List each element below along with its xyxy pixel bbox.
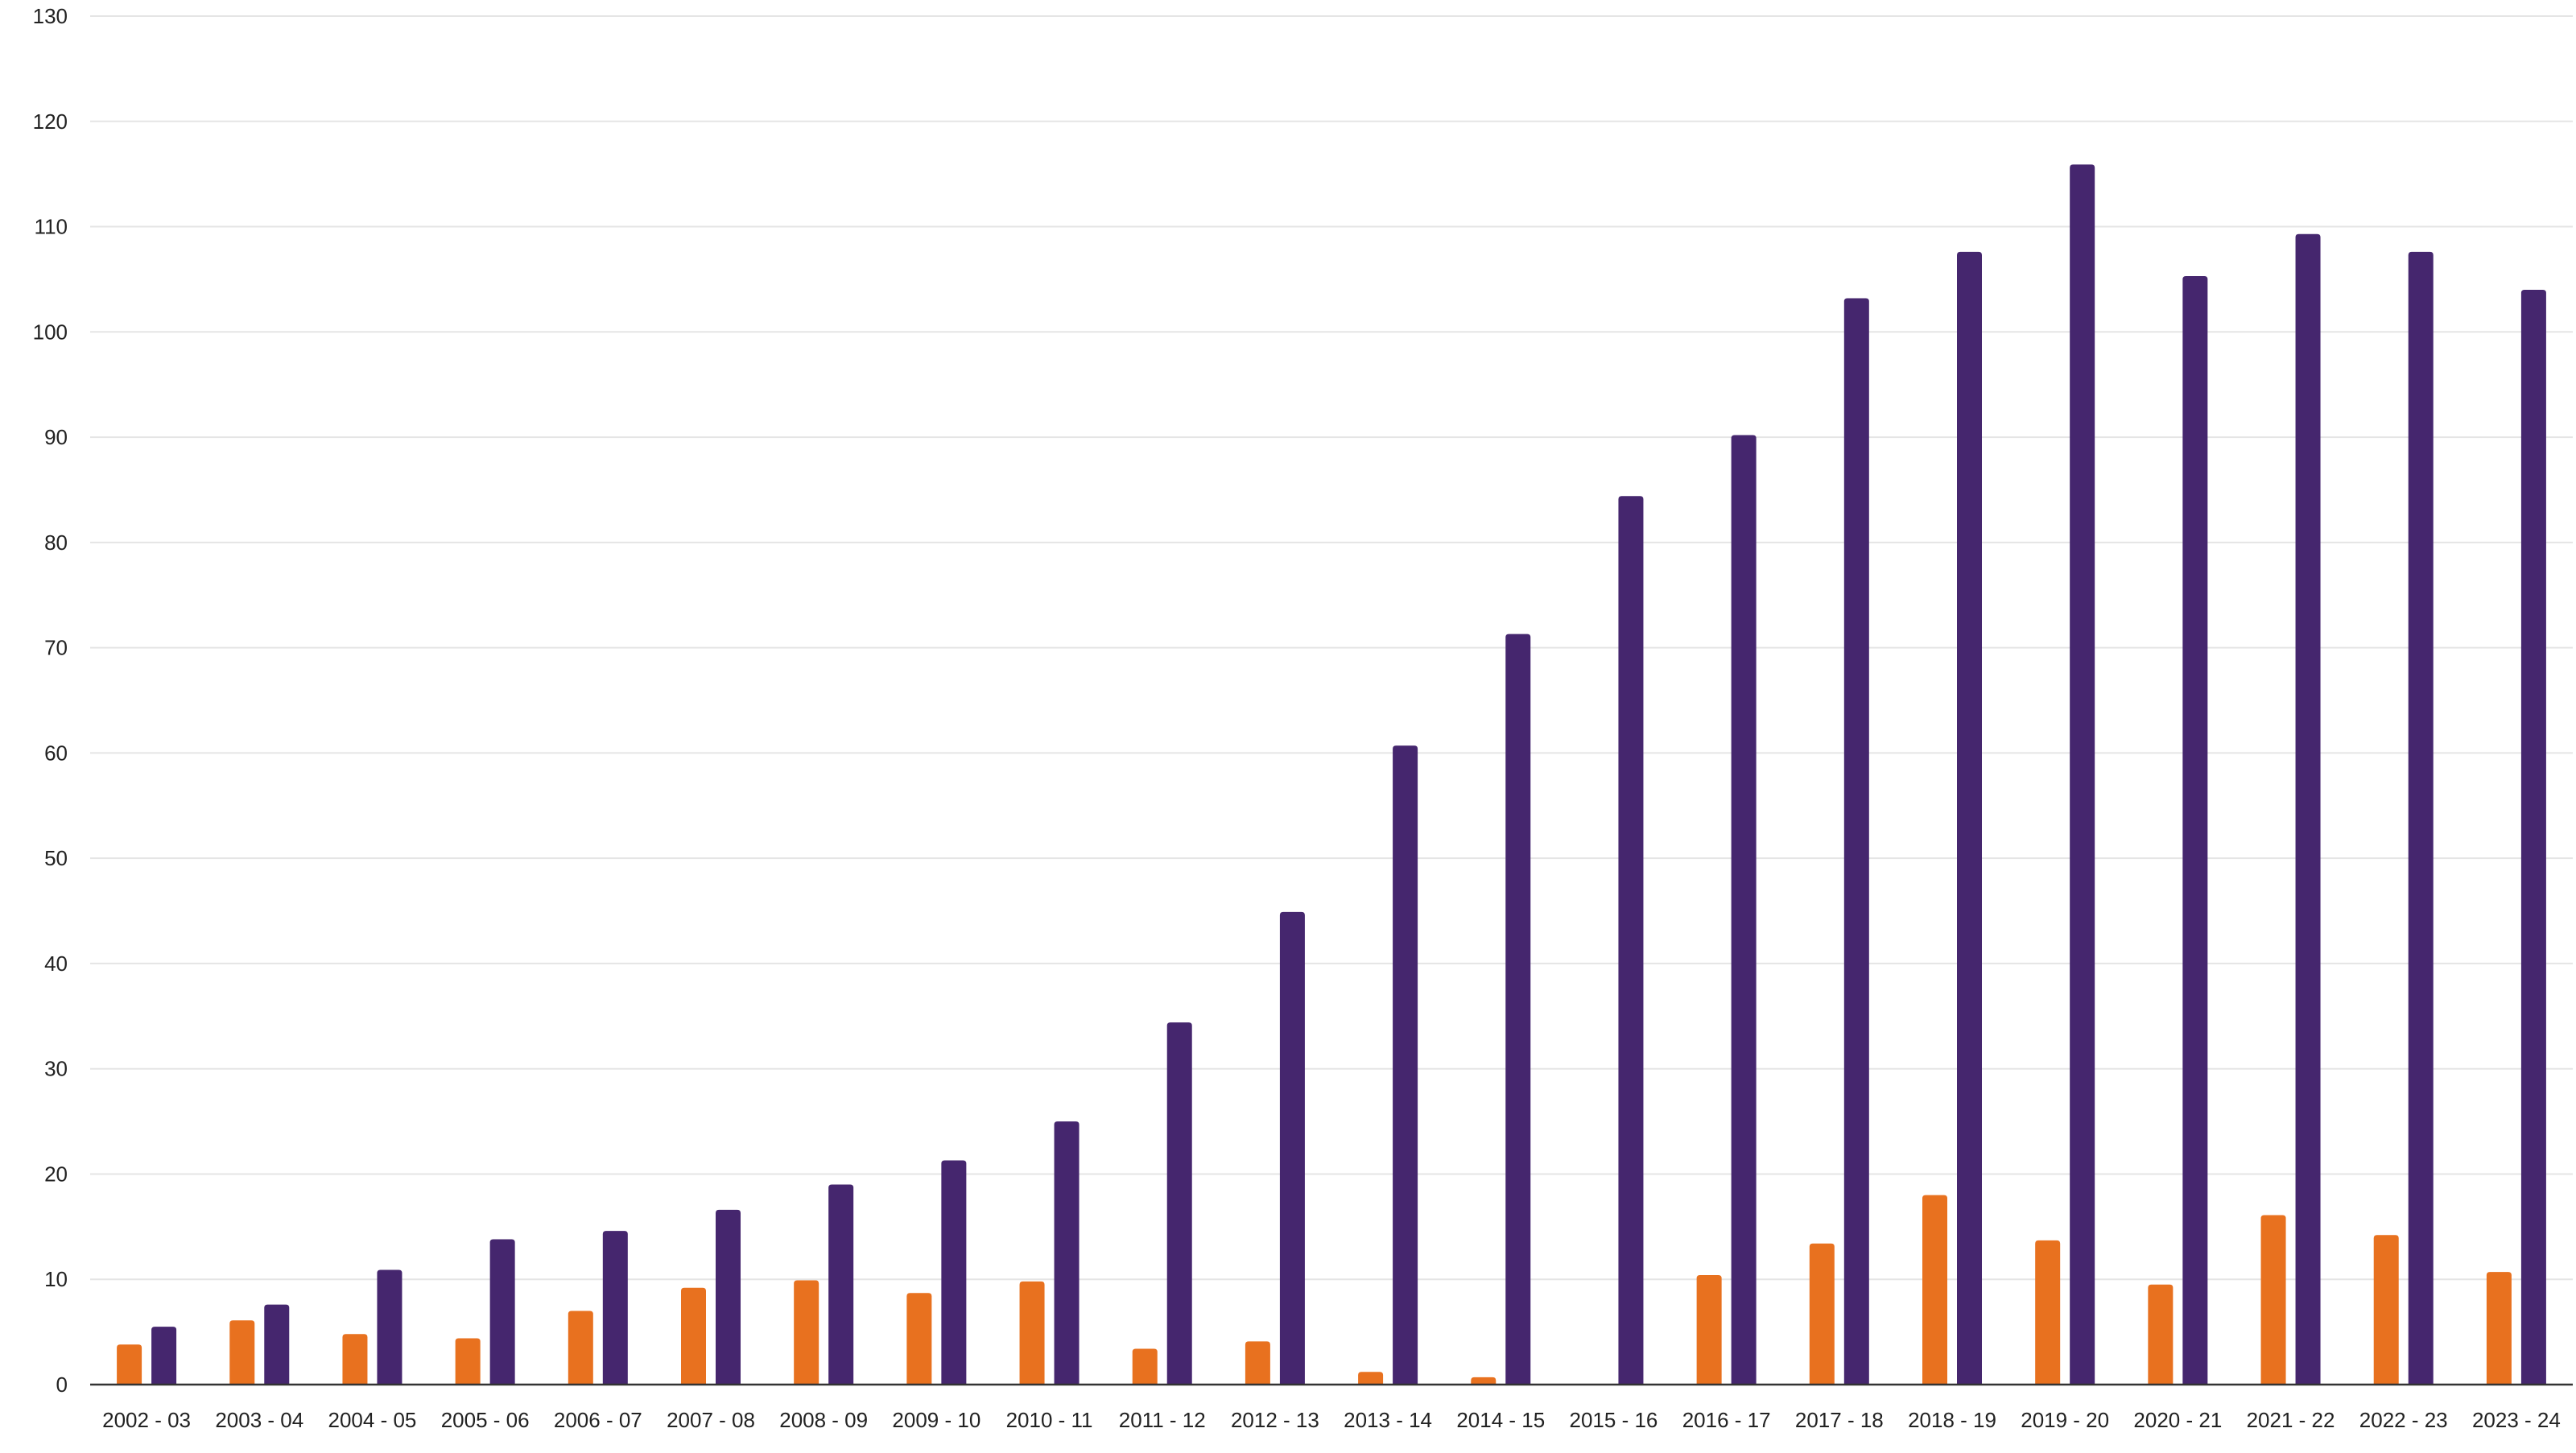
bar-series-2-2021-22 [2295,233,2321,1385]
y-tick-label: 60 [44,741,68,765]
y-tick-label: 130 [33,4,68,28]
bar-series-1-2020-21 [2148,1284,2174,1385]
bar-series-1-2007-08 [681,1287,706,1385]
bar-series-2-2008-09 [828,1184,854,1385]
x-tick-label: 2005 - 06 [441,1408,530,1432]
bar-series-2-2020-21 [2182,276,2208,1385]
y-tick-label: 110 [35,215,68,239]
x-tick-label: 2016 - 17 [1682,1408,1771,1432]
bar-series-2-2019-20 [2070,164,2095,1385]
bars [117,164,2546,1385]
x-tick-label: 2015 - 16 [1570,1408,1658,1432]
x-tick-label: 2012 - 13 [1231,1408,1319,1432]
x-tick-label: 2006 - 07 [554,1408,642,1432]
x-tick-label: 2023 - 24 [2472,1408,2561,1432]
bar-series-2-2004-05 [377,1269,402,1385]
bar-series-2-2002-03 [151,1327,177,1385]
y-tick-label: 10 [44,1267,68,1291]
bar-series-1-2016-17 [1696,1275,1722,1385]
bar-series-2-2018-19 [1957,251,1982,1385]
x-tick-label: 2007 - 08 [667,1408,755,1432]
x-axis-ticks: 2002 - 03 2003 - 04 2004 - 05 2005 - 06 2006… [102,1408,2561,1432]
bar-series-2-2014-15 [1505,634,1531,1385]
x-tick-label: 2017 - 18 [1795,1408,1884,1432]
bar-series-2-2011-12 [1166,1022,1192,1385]
bar-series-1-2009-10 [906,1293,932,1385]
bar-series-1-2004-05 [342,1334,368,1385]
x-tick-label: 2019 - 20 [2021,1408,2109,1432]
bar-series-2-2023-24 [2520,290,2546,1385]
bar-series-1-2003-04 [229,1320,255,1385]
x-tick-label: 2004 - 05 [328,1408,417,1432]
y-tick-label: 80 [44,530,68,555]
bar-series-1-2005-06 [455,1338,481,1385]
x-tick-label: 2003 - 04 [215,1408,303,1432]
bar-series-2-2009-10 [941,1160,967,1385]
x-tick-label: 2014 - 15 [1456,1408,1545,1432]
x-tick-label: 2020 - 21 [2133,1408,2222,1432]
bar-series-2-2010-11 [1054,1121,1080,1385]
bar-series-2-2013-14 [1393,745,1418,1385]
gridlines [90,15,2573,1281]
bar-series-2-2022-23 [2408,251,2434,1385]
bar-series-1-2012-13 [1245,1341,1270,1385]
bar-series-2-2005-06 [489,1239,515,1385]
x-tick-label: 2010 - 11 [1006,1408,1093,1432]
bar-series-1-2023-24 [2486,1272,2512,1385]
y-tick-label: 100 [33,320,68,344]
bar-series-2-2012-13 [1279,911,1305,1385]
x-tick-label: 2011 - 12 [1119,1408,1206,1432]
y-axis-ticks: 0 10 20 30 40 50 60 70 80 90 100 110 120 130 [33,4,68,1397]
bar-series-1-2002-03 [117,1344,142,1385]
bar-series-1-2022-23 [2373,1235,2399,1385]
bar-series-1-2011-12 [1132,1348,1158,1385]
bar-series-1-2019-20 [2035,1240,2061,1385]
x-tick-label: 2013 - 14 [1344,1408,1432,1432]
x-tick-label: 2002 - 03 [102,1408,191,1432]
bar-series-2-2015-16 [1618,496,1644,1385]
y-tick-label: 120 [33,109,68,134]
bar-series-1-2018-19 [1922,1195,1947,1385]
y-tick-label: 30 [44,1057,68,1081]
bar-series-2-2016-17 [1731,435,1757,1385]
bar-series-1-2021-22 [2260,1215,2286,1385]
bar-series-1-2008-09 [794,1280,819,1385]
bar-series-2-2017-18 [1843,298,1869,1385]
x-tick-label: 2009 - 10 [892,1408,980,1432]
bar-series-1-2017-18 [1809,1243,1835,1385]
y-tick-label: 90 [44,425,68,449]
x-tick-label: 2008 - 09 [779,1408,868,1432]
bar-series-1-2014-15 [1471,1377,1496,1385]
y-tick-label: 0 [56,1373,68,1397]
bar-series-2-2007-08 [716,1209,741,1385]
x-tick-label: 2018 - 19 [1908,1408,1996,1432]
bar-series-2-2003-04 [264,1304,290,1385]
bar-series-1-2006-07 [568,1311,593,1385]
bar-series-1-2010-11 [1019,1281,1045,1385]
y-tick-label: 50 [44,846,68,870]
bar-series-1-2013-14 [1358,1372,1384,1385]
y-tick-label: 40 [44,951,68,976]
y-tick-label: 20 [44,1162,68,1186]
x-tick-label: 2021 - 22 [2247,1408,2335,1432]
y-tick-label: 70 [44,636,68,660]
bar-series-2-2006-07 [602,1231,628,1385]
x-tick-label: 2022 - 23 [2359,1408,2448,1432]
